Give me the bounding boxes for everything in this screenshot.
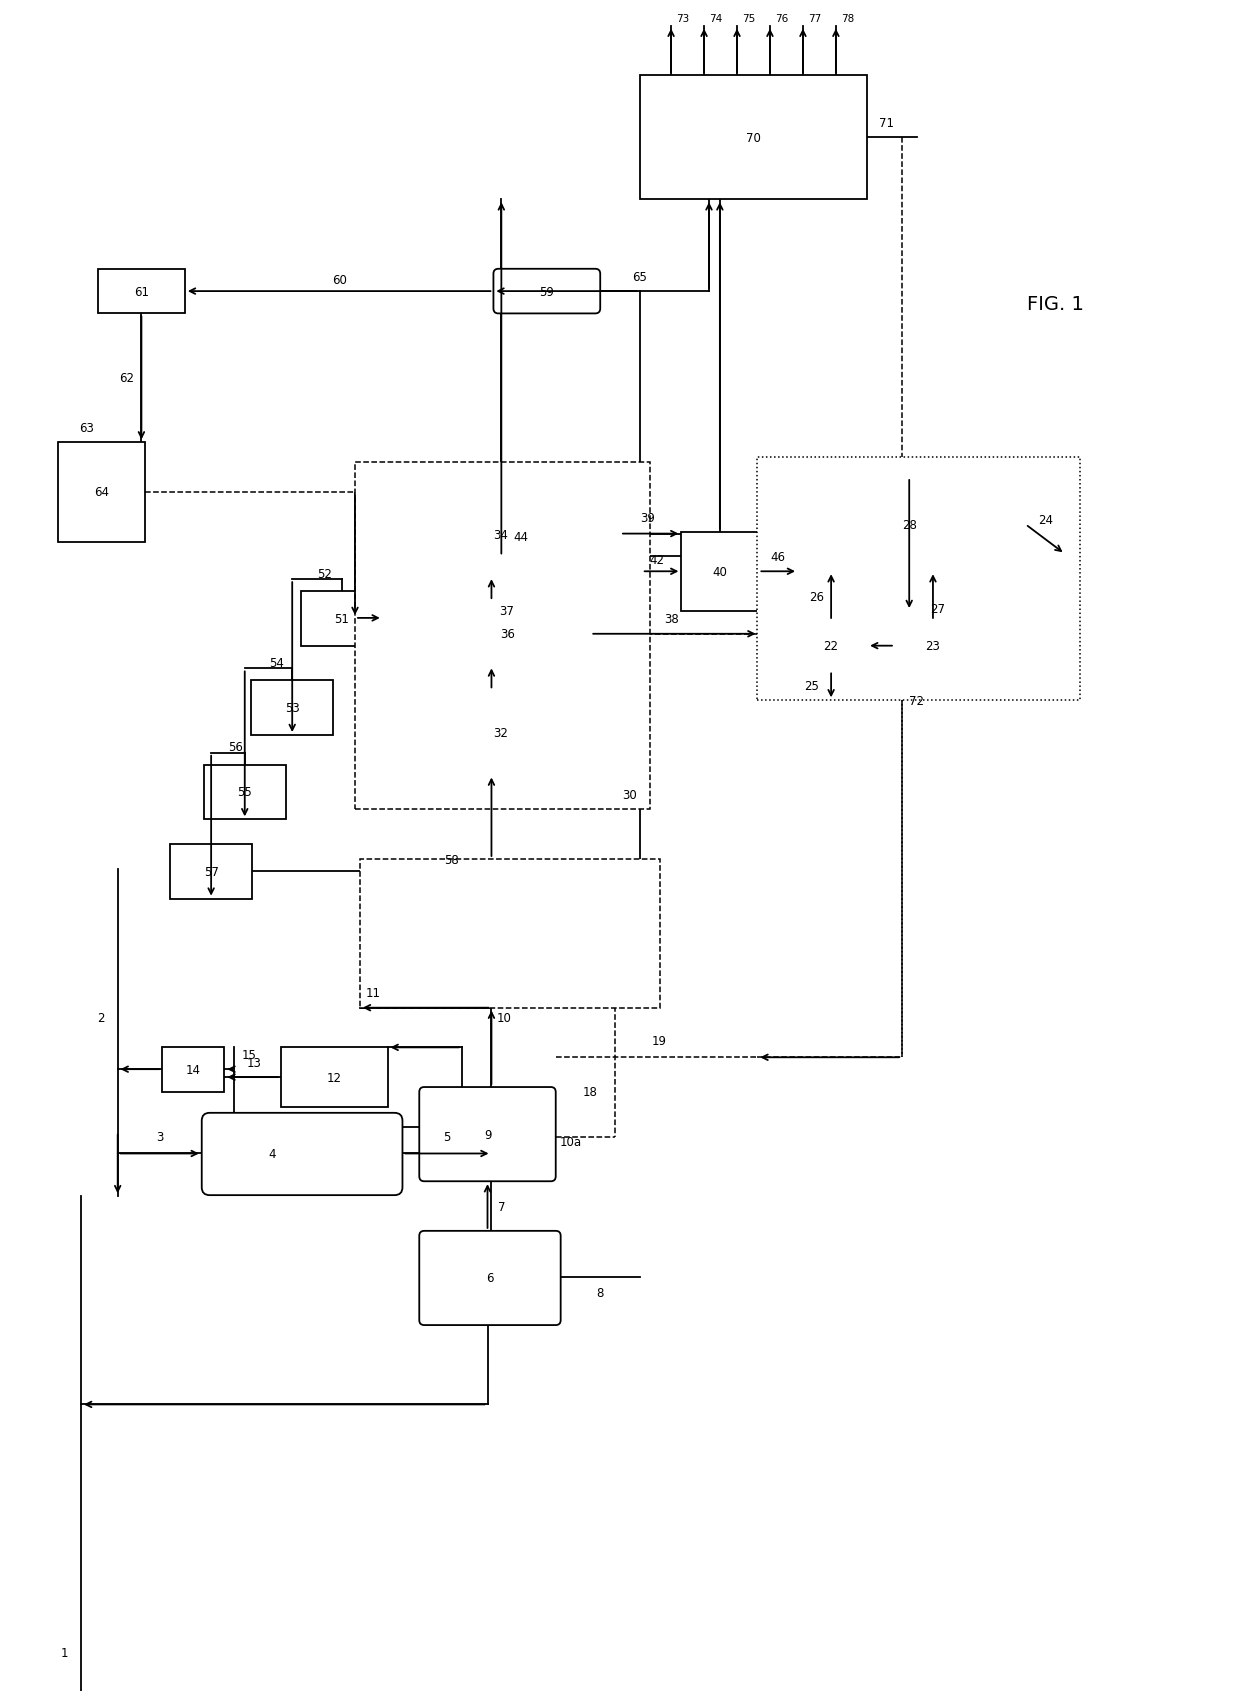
Text: 72: 72 <box>909 694 924 708</box>
Bar <box>170 844 252 898</box>
Bar <box>794 477 1025 572</box>
Bar <box>355 464 650 810</box>
FancyBboxPatch shape <box>494 270 600 314</box>
Bar <box>758 458 1080 701</box>
Text: 15: 15 <box>242 1048 257 1061</box>
Text: 64: 64 <box>94 486 109 499</box>
Text: 46: 46 <box>771 550 786 564</box>
Bar <box>280 1048 388 1107</box>
Text: 58: 58 <box>444 854 459 866</box>
FancyBboxPatch shape <box>202 1114 403 1195</box>
Text: 57: 57 <box>203 866 218 878</box>
FancyBboxPatch shape <box>895 621 971 671</box>
Text: 19: 19 <box>652 1034 667 1048</box>
Text: 32: 32 <box>494 727 508 740</box>
Text: 77: 77 <box>808 14 821 24</box>
Bar <box>252 681 334 735</box>
Text: 30: 30 <box>622 788 637 801</box>
Text: 63: 63 <box>79 421 94 435</box>
Text: 23: 23 <box>925 640 940 652</box>
Text: 13: 13 <box>247 1056 262 1070</box>
Text: 37: 37 <box>498 604 513 618</box>
Text: 36: 36 <box>500 627 515 640</box>
Text: FIG. 1: FIG. 1 <box>1027 295 1084 314</box>
Bar <box>98 270 185 314</box>
Text: 12: 12 <box>326 1071 342 1083</box>
Bar <box>381 691 620 776</box>
Text: 9: 9 <box>484 1127 491 1141</box>
Text: 34: 34 <box>494 528 508 542</box>
Text: 14: 14 <box>186 1063 201 1077</box>
FancyBboxPatch shape <box>419 1087 556 1182</box>
Text: 60: 60 <box>332 273 347 287</box>
Text: 44: 44 <box>513 531 528 543</box>
Text: 40: 40 <box>713 565 728 579</box>
Text: 56: 56 <box>228 740 243 754</box>
Bar <box>360 859 660 1009</box>
Text: 5: 5 <box>443 1131 450 1143</box>
Text: 28: 28 <box>901 518 916 531</box>
Bar <box>58 443 145 542</box>
Text: 1: 1 <box>61 1645 68 1659</box>
Text: 42: 42 <box>649 554 665 567</box>
Text: 76: 76 <box>775 14 789 24</box>
Text: 70: 70 <box>746 132 761 144</box>
Text: 10: 10 <box>497 1012 512 1024</box>
Text: 65: 65 <box>632 270 647 284</box>
Text: 74: 74 <box>709 14 722 24</box>
Bar <box>381 492 620 577</box>
Text: 51: 51 <box>335 613 350 625</box>
Text: 73: 73 <box>676 14 689 24</box>
Text: 27: 27 <box>930 603 945 616</box>
Text: 53: 53 <box>285 701 300 715</box>
Text: 39: 39 <box>640 511 655 525</box>
Text: 8: 8 <box>596 1285 604 1299</box>
Text: 4: 4 <box>268 1148 275 1161</box>
Text: 3: 3 <box>156 1131 164 1143</box>
Text: 24: 24 <box>1038 513 1053 526</box>
Text: 52: 52 <box>317 567 332 581</box>
Text: 2: 2 <box>97 1012 104 1024</box>
Bar <box>300 593 383 647</box>
Bar <box>795 621 867 671</box>
Text: 75: 75 <box>742 14 755 24</box>
Text: 7: 7 <box>497 1200 505 1212</box>
Text: 62: 62 <box>119 372 134 385</box>
Text: 26: 26 <box>808 591 823 603</box>
Bar <box>681 531 759 611</box>
Text: 38: 38 <box>665 613 678 627</box>
Text: 6: 6 <box>486 1272 494 1285</box>
Bar <box>162 1048 224 1092</box>
Bar <box>640 76 867 200</box>
Bar <box>203 766 285 820</box>
Text: 59: 59 <box>539 285 554 299</box>
Text: 10a: 10a <box>559 1136 582 1148</box>
Text: 55: 55 <box>237 786 252 800</box>
Text: 61: 61 <box>134 285 149 299</box>
Bar <box>424 601 590 666</box>
Text: 22: 22 <box>823 640 838 652</box>
Text: 71: 71 <box>879 117 894 131</box>
Text: 11: 11 <box>366 987 381 1000</box>
Text: 25: 25 <box>804 679 818 693</box>
FancyBboxPatch shape <box>419 1231 560 1326</box>
Text: 78: 78 <box>841 14 854 24</box>
Text: 54: 54 <box>269 657 284 669</box>
Text: 18: 18 <box>583 1085 598 1099</box>
